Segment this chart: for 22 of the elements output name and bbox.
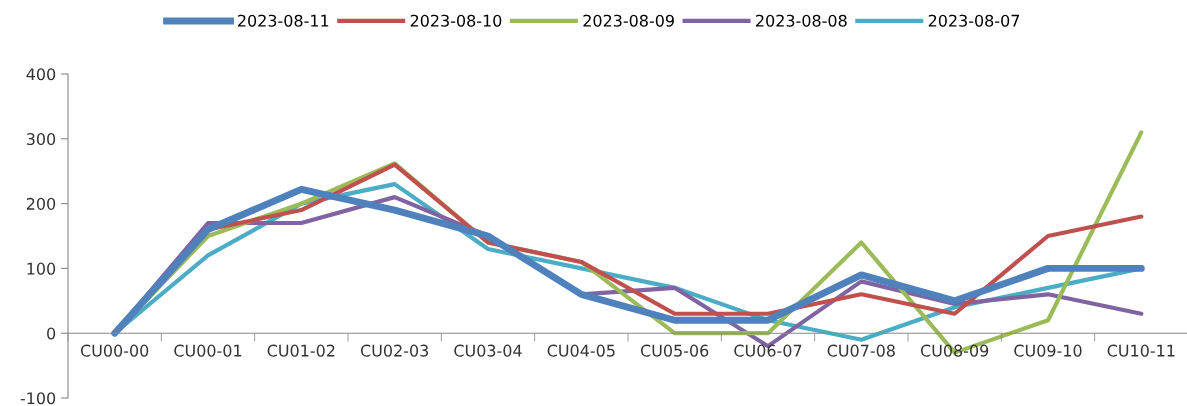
x-tick-label: CU02-03 — [360, 344, 429, 357]
y-tick-label: 400 — [26, 68, 56, 81]
y-tick-label: 0 — [47, 327, 56, 340]
x-tick-label: CU07-08 — [827, 344, 895, 357]
x-tick-label: CU04-05 — [547, 344, 615, 357]
x-tick-label: CU09-10 — [1014, 344, 1082, 357]
x-tick-label: CU05-06 — [640, 344, 709, 357]
x-tick-label: CU10-11 — [1107, 344, 1175, 357]
legend-label: 2023-08-11 — [238, 14, 329, 27]
x-tick-label: CU00-01 — [174, 344, 242, 357]
legend-label: 2023-08-09 — [583, 14, 674, 27]
x-tick-label: CU06-07 — [734, 344, 802, 357]
x-tick-label: CU01-02 — [267, 344, 335, 357]
legend-label: 2023-08-10 — [410, 14, 502, 27]
x-tick-label: CU03-04 — [454, 344, 522, 357]
legend-label: 2023-08-07 — [928, 14, 1020, 27]
legend-label: 2023-08-08 — [756, 14, 847, 27]
y-tick-label: 200 — [26, 197, 56, 210]
y-tick-label: -100 — [20, 392, 56, 405]
y-tick-label: 300 — [26, 133, 56, 146]
x-tick-label: CU00-00 — [80, 344, 149, 357]
y-tick-label: 100 — [27, 262, 56, 275]
